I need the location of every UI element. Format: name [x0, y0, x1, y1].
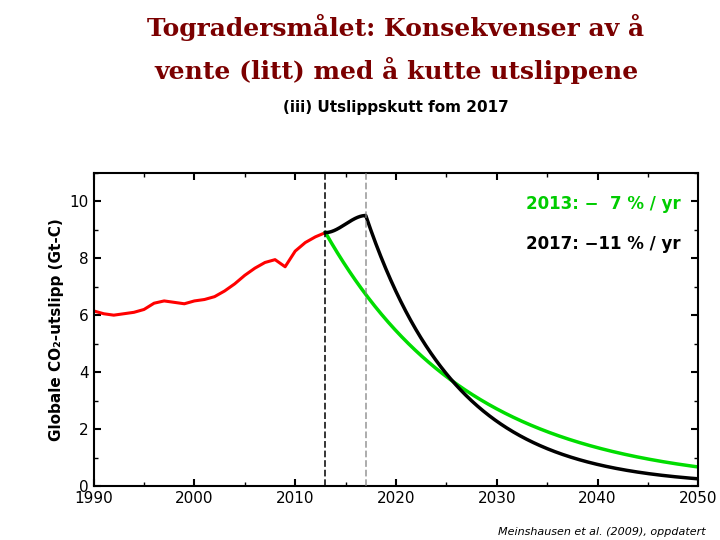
- Text: vente (litt) med å kutte utslippene: vente (litt) med å kutte utslippene: [154, 57, 638, 84]
- Text: 2017: −11 % / yr: 2017: −11 % / yr: [526, 235, 680, 253]
- Y-axis label: Globale CO₂-utslipp (Gt-C): Globale CO₂-utslipp (Gt-C): [49, 218, 64, 441]
- Text: Meinshausen et al. (2009), oppdatert: Meinshausen et al. (2009), oppdatert: [498, 527, 706, 537]
- Text: 2013: −  7 % / yr: 2013: − 7 % / yr: [526, 195, 680, 213]
- Text: Togradersmålet: Konsekvenser av å: Togradersmålet: Konsekvenser av å: [148, 14, 644, 40]
- Text: (iii) Utslippskutt fom 2017: (iii) Utslippskutt fom 2017: [283, 100, 509, 115]
